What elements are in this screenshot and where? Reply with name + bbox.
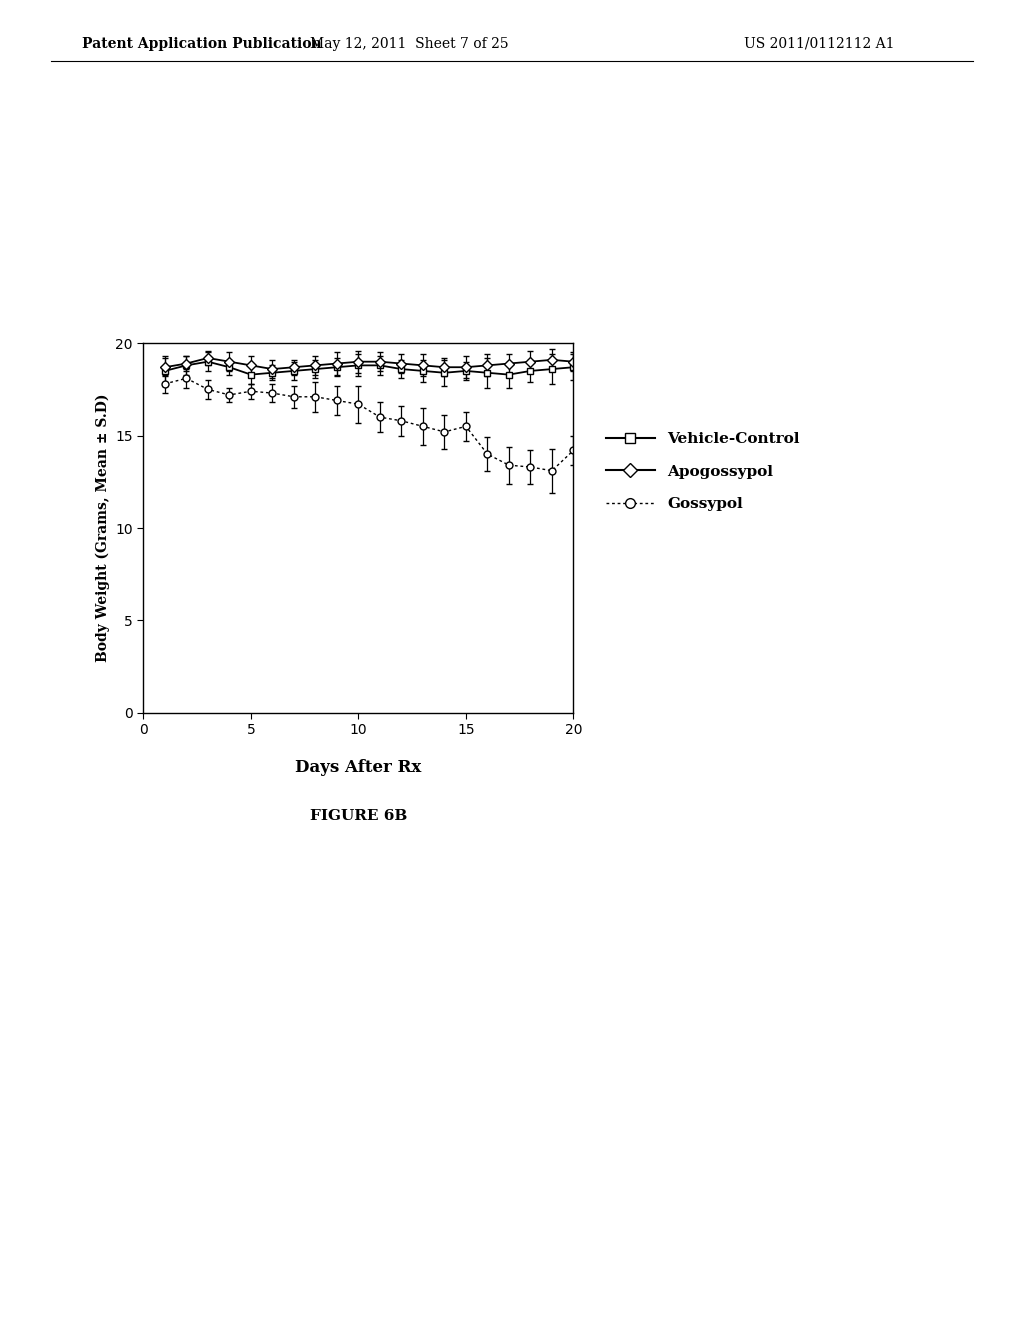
Y-axis label: Body Weight (Grams, Mean ± S.D): Body Weight (Grams, Mean ± S.D) xyxy=(95,393,110,663)
Text: US 2011/0112112 A1: US 2011/0112112 A1 xyxy=(744,37,894,50)
Legend: Vehicle-Control, Apogossypol, Gossypol: Vehicle-Control, Apogossypol, Gossypol xyxy=(598,425,807,519)
Text: Patent Application Publication: Patent Application Publication xyxy=(82,37,322,50)
Text: FIGURE 6B: FIGURE 6B xyxy=(309,809,408,824)
Text: Days After Rx: Days After Rx xyxy=(295,759,422,776)
Text: May 12, 2011  Sheet 7 of 25: May 12, 2011 Sheet 7 of 25 xyxy=(310,37,509,50)
